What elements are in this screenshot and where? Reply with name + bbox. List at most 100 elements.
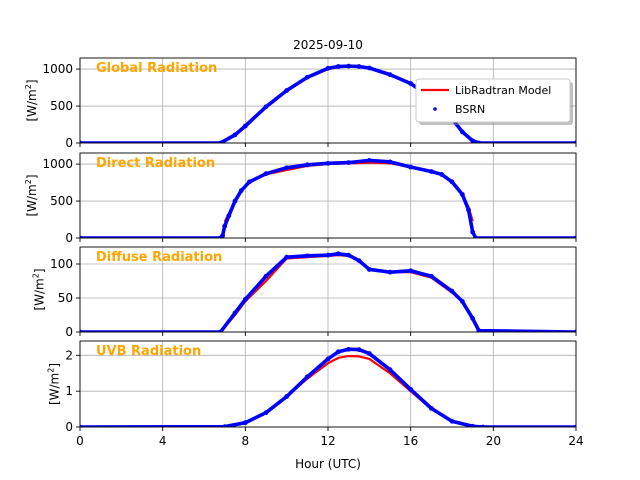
y-axis-label-unit: [W/m <box>48 373 62 405</box>
bsrn-point <box>466 207 471 213</box>
bsrn-point <box>408 81 414 86</box>
bsrn-point <box>263 273 269 279</box>
bsrn-point <box>573 140 576 143</box>
y-tick-label: 500 <box>50 99 73 113</box>
bsrn-point <box>449 418 455 424</box>
bsrn-point <box>476 328 482 332</box>
bsrn-point <box>449 288 455 294</box>
bsrn-point <box>428 169 434 174</box>
y-axis-label-end: ] <box>25 79 39 84</box>
bsrn-point <box>284 394 290 399</box>
panel-global: 0 500 1000[W/m2] Global Radiation <box>24 57 577 150</box>
bsrn-point <box>346 160 352 166</box>
bsrn-point <box>238 188 244 194</box>
y-tick-label: 50 <box>58 291 73 305</box>
x-tick-label: 0 <box>76 434 84 448</box>
bsrn-point <box>325 252 331 258</box>
y-axis-label-end: ] <box>33 268 47 273</box>
bsrn-point <box>325 356 331 362</box>
bsrn-point <box>366 267 372 272</box>
y-axis-label-end: ] <box>48 363 62 368</box>
bsrn-point <box>459 299 465 304</box>
bsrn-point <box>263 171 269 177</box>
panel-label: Global Radiation <box>96 61 217 76</box>
bsrn-point <box>232 132 238 138</box>
y-axis-label: [W/m2] <box>24 79 39 121</box>
y-tick-label: 0 <box>65 325 73 339</box>
bsrn-point <box>387 269 393 275</box>
bsrn-point <box>449 179 455 185</box>
bsrn-point <box>218 329 223 332</box>
x-axis-label: Hour (UTC) <box>295 457 361 471</box>
panel-diffuse: 0 50 100[W/m2] Diffuse Radiation <box>32 246 577 339</box>
bsrn-point <box>263 104 269 110</box>
bsrn-point <box>222 223 228 229</box>
y-axis-label-unit: [W/m <box>25 89 39 121</box>
bsrn-point <box>470 316 476 321</box>
bsrn-point <box>284 254 290 260</box>
panel-data <box>80 346 576 427</box>
y-tick-label: 1 <box>65 384 73 398</box>
bsrn-point <box>80 329 83 332</box>
bsrn-point <box>335 349 341 355</box>
legend-model-label: LibRadtran Model <box>455 84 551 97</box>
bsrn-point <box>242 420 248 426</box>
bsrn-point <box>470 423 476 427</box>
panel-direct: 0 500 1000[W/m2] Direct Radiation <box>24 152 577 245</box>
y-tick-label: 2 <box>65 348 73 362</box>
legend: LibRadtran Model BSRN <box>415 78 573 125</box>
panel-label: Diffuse Radiation <box>96 250 222 265</box>
panel-data <box>80 251 576 332</box>
bsrn-point <box>366 65 372 71</box>
bsrn-point <box>470 138 476 143</box>
bsrn-point <box>356 258 362 263</box>
y-tick-label: 0 <box>65 136 73 150</box>
bsrn-point <box>80 235 83 238</box>
bsrn-point <box>573 329 576 332</box>
bsrn-trace <box>80 252 576 332</box>
legend-obs-label: BSRN <box>455 103 485 116</box>
y-tick-label: 100 <box>50 257 73 271</box>
bsrn-point <box>325 160 331 166</box>
bsrn-point <box>80 424 83 427</box>
bsrn-point <box>226 213 232 219</box>
bsrn-point <box>473 235 479 238</box>
y-axis-label-superscript: 2 <box>24 179 33 184</box>
bsrn-point <box>428 405 434 411</box>
bsrn-point <box>335 64 341 69</box>
bsrn-point <box>80 140 83 143</box>
y-axis-label-superscript: 2 <box>32 273 41 278</box>
bsrn-point <box>263 410 269 416</box>
bsrn-point <box>428 273 434 279</box>
y-axis-label-superscript: 2 <box>24 84 33 89</box>
bsrn-point <box>304 162 310 168</box>
bsrn-point <box>284 88 290 93</box>
bsrn-point <box>408 386 414 392</box>
x-tick-label: 24 <box>568 434 583 448</box>
bsrn-point <box>356 347 362 352</box>
bsrn-point <box>218 140 223 143</box>
bsrn-point <box>325 65 331 71</box>
y-tick-label: 0 <box>65 231 73 245</box>
panel-label: Direct Radiation <box>96 156 215 171</box>
bsrn-point <box>356 64 362 69</box>
bsrn-point <box>304 253 310 259</box>
x-tick-label: 4 <box>159 434 167 448</box>
bsrn-point <box>573 235 576 238</box>
bsrn-point <box>247 179 252 185</box>
y-axis-label-unit: [W/m <box>33 278 47 310</box>
panel-label: UVB Radiation <box>96 344 201 359</box>
y-tick-label: 0 <box>65 420 73 434</box>
y-axis-label-end: ] <box>25 174 39 179</box>
bsrn-point <box>459 191 465 197</box>
bsrn-point <box>242 296 248 302</box>
bsrn-point <box>439 172 445 177</box>
bsrn-point <box>408 268 414 274</box>
bsrn-point <box>346 252 352 258</box>
bsrn-point <box>304 74 310 80</box>
y-axis-label: [W/m2] <box>32 268 47 310</box>
bsrn-point <box>346 63 352 69</box>
bsrn-point <box>242 123 248 129</box>
